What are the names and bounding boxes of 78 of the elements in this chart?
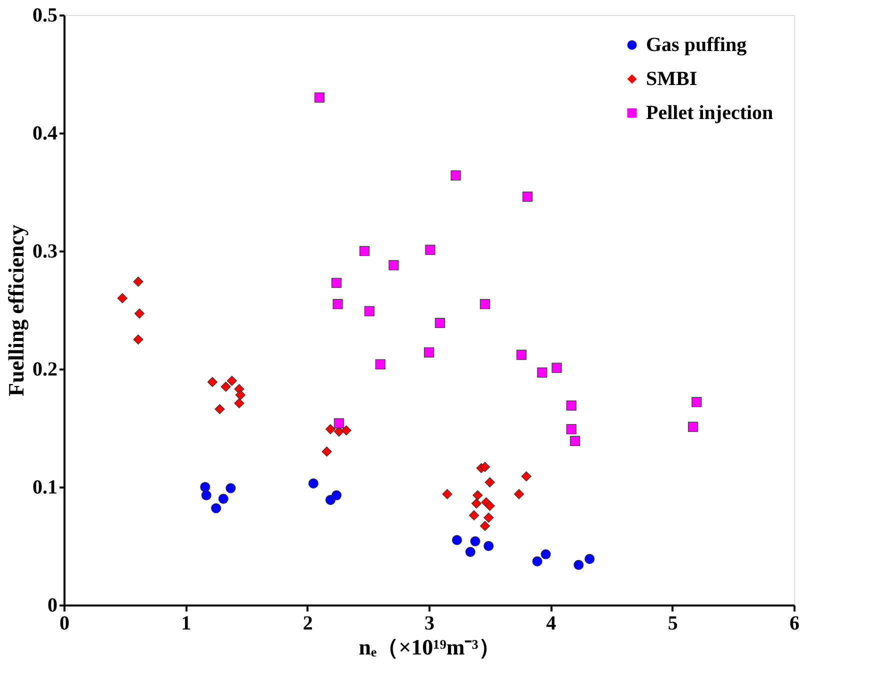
point xyxy=(314,92,325,103)
y-axis-title: Fuelling efficiency xyxy=(4,224,28,396)
x-tick-label: 5 xyxy=(668,612,678,634)
point xyxy=(375,359,386,370)
point xyxy=(325,424,336,434)
point xyxy=(331,490,342,500)
point xyxy=(450,170,461,181)
point xyxy=(308,478,318,488)
point xyxy=(484,512,494,523)
point xyxy=(322,446,332,457)
point xyxy=(235,390,246,400)
point xyxy=(532,556,542,566)
point xyxy=(552,362,562,373)
point xyxy=(516,350,527,360)
point xyxy=(425,244,436,255)
point xyxy=(207,376,218,388)
point xyxy=(470,536,480,546)
point xyxy=(434,318,445,328)
point xyxy=(117,293,128,304)
point xyxy=(468,510,480,520)
point xyxy=(226,376,237,386)
point xyxy=(521,471,532,482)
x-tick-label: 2 xyxy=(302,612,313,634)
point xyxy=(234,398,244,408)
legend-label: Gas puffing xyxy=(646,34,747,56)
point xyxy=(514,489,524,500)
y-tick-label: 0.3 xyxy=(32,240,58,262)
point xyxy=(584,554,595,564)
point xyxy=(214,404,225,414)
point xyxy=(688,422,698,432)
point xyxy=(220,382,231,392)
point xyxy=(465,546,476,557)
point xyxy=(226,483,236,494)
point xyxy=(472,490,483,500)
point xyxy=(566,424,576,434)
point xyxy=(334,418,344,428)
point xyxy=(341,425,352,436)
point xyxy=(480,520,490,531)
point xyxy=(331,278,342,288)
x-axis-title: nₑ（×10¹⁹m⁻³） xyxy=(358,634,500,660)
y-tick-label: 0.4 xyxy=(32,122,58,144)
point xyxy=(452,535,462,546)
point xyxy=(484,500,495,511)
point xyxy=(537,367,548,378)
y-tick-label: 0.2 xyxy=(32,358,58,380)
x-tick-label: 6 xyxy=(790,612,800,634)
point xyxy=(480,299,490,310)
point xyxy=(442,489,452,500)
point xyxy=(201,490,212,500)
point xyxy=(471,498,482,509)
point xyxy=(388,260,399,270)
x-tick-label: 1 xyxy=(181,612,192,634)
point xyxy=(484,477,495,488)
point xyxy=(484,540,494,552)
point xyxy=(540,549,551,560)
point xyxy=(218,494,228,504)
point xyxy=(364,306,374,316)
point xyxy=(359,246,370,256)
x-tick-label: 3 xyxy=(424,612,434,634)
point xyxy=(566,400,576,411)
point xyxy=(211,503,222,514)
y-tick-label: 0.5 xyxy=(32,4,58,26)
point xyxy=(570,436,580,446)
point xyxy=(574,560,584,570)
y-tick-label: 0 xyxy=(48,594,58,616)
point xyxy=(480,462,490,472)
legend-label: SMBI xyxy=(646,68,698,90)
point xyxy=(134,308,144,319)
legend-label: Pellet injection xyxy=(646,102,774,124)
point xyxy=(133,276,144,287)
point xyxy=(133,334,144,345)
point xyxy=(424,347,434,358)
point xyxy=(692,396,702,408)
point xyxy=(200,482,210,492)
x-tick-label: 4 xyxy=(546,612,556,634)
y-tick-label: 0.1 xyxy=(32,476,58,498)
point xyxy=(332,299,343,310)
point xyxy=(522,192,533,202)
